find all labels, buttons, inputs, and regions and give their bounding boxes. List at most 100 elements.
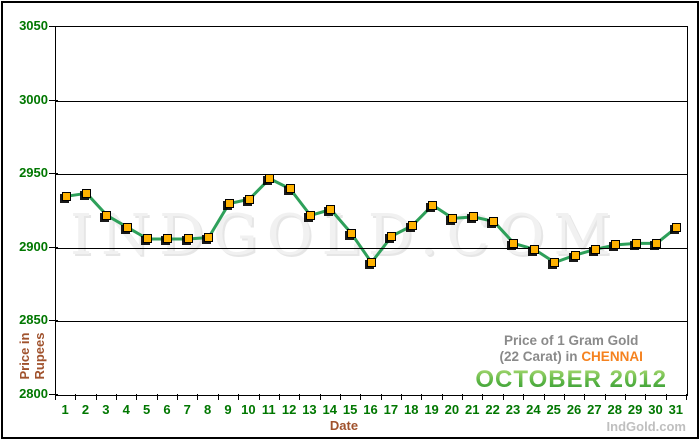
x-axis-day-label: 2	[81, 402, 90, 417]
data-point-marker	[347, 229, 356, 238]
data-point-marker	[204, 233, 213, 242]
y-axis-tick	[49, 173, 58, 174]
x-axis-day-label: 19	[424, 402, 439, 417]
x-axis-day-label: 6	[163, 402, 171, 417]
x-axis-day-label: 11	[261, 402, 276, 417]
x-axis-day-label: 12	[281, 402, 297, 417]
annotation-title-line: Price of 1 Gram Gold	[504, 333, 639, 348]
x-axis-day-label: 26	[566, 402, 582, 417]
x-axis-day-label: 23	[505, 402, 521, 417]
x-axis-day-label: 27	[587, 402, 602, 417]
x-axis-day-label: 18	[403, 402, 419, 417]
annotation-carat-line: (22 Carat) in CHENNAI	[475, 349, 667, 365]
x-axis-day-label: 21	[465, 402, 480, 417]
data-point-marker	[571, 251, 580, 260]
x-axis-tick	[259, 394, 260, 400]
x-axis-tick	[55, 394, 56, 400]
data-point-marker	[509, 239, 518, 248]
x-axis-day-label: 13	[302, 402, 317, 417]
data-point-marker	[306, 211, 315, 220]
data-point-marker	[469, 212, 478, 221]
x-axis-day-label: 9	[224, 402, 232, 417]
price-line	[65, 177, 678, 264]
x-axis-day-label: 10	[241, 402, 256, 417]
y-axis-tick-label: 2800	[19, 386, 48, 401]
x-axis-day-label: 28	[607, 402, 622, 417]
data-point-marker	[225, 199, 234, 208]
x-axis-tick	[503, 394, 504, 400]
x-axis-tick	[421, 394, 422, 400]
x-axis-day-label: 17	[383, 402, 399, 417]
data-point-marker	[286, 184, 295, 193]
x-axis-tick	[360, 394, 361, 400]
y-axis-tick-label: 3000	[19, 92, 48, 107]
data-point-marker	[428, 201, 437, 210]
x-axis-tick	[279, 394, 280, 400]
month-year-label: OCTOBER 2012	[475, 366, 667, 393]
grid-line	[56, 321, 687, 322]
x-axis-tick	[340, 394, 341, 400]
x-axis-tick	[584, 394, 585, 400]
x-axis-tick	[75, 394, 76, 400]
x-axis-tick	[442, 394, 443, 400]
data-point-marker	[102, 211, 111, 220]
y-axis-tick-label: 2850	[19, 312, 48, 327]
data-point-marker	[184, 234, 193, 243]
x-axis-tick	[666, 394, 667, 400]
grid-line	[56, 248, 687, 249]
x-axis-tick	[401, 394, 402, 400]
x-axis-tick	[381, 394, 382, 400]
x-axis-tick	[116, 394, 117, 400]
data-point-marker	[387, 232, 396, 241]
x-axis-day-label: 1	[61, 402, 69, 417]
city-name: CHENNAI	[581, 349, 643, 364]
x-axis-tick	[320, 394, 321, 400]
x-axis-tick	[238, 394, 239, 400]
x-axis-day-label: 24	[526, 402, 541, 417]
x-axis-day-label: 5	[142, 402, 151, 417]
x-axis-day-label: 15	[342, 402, 358, 417]
brand-label: IndGold.com	[606, 419, 686, 434]
x-axis-tick	[462, 394, 463, 400]
data-point-marker	[591, 245, 600, 254]
x-axis-day-label: 29	[627, 402, 643, 417]
data-point-marker	[265, 174, 274, 183]
data-point-marker	[632, 239, 641, 248]
x-axis-day-label: 20	[444, 402, 460, 417]
y-axis-tick-label: 3050	[19, 18, 48, 33]
x-axis-day-label: 7	[183, 402, 191, 417]
data-point-marker	[143, 234, 152, 243]
x-axis-tick	[564, 394, 565, 400]
x-axis-day-label: 16	[363, 402, 378, 417]
data-point-marker	[550, 258, 559, 267]
watermark-text: INDGOLD.COM	[70, 203, 620, 268]
y-axis-tick-label: 2950	[19, 165, 48, 180]
annotation-block: Price of 1 Gram Gold (22 Carat) in CHENN…	[475, 333, 667, 394]
x-axis-day-label: 8	[204, 402, 212, 417]
x-axis-day-label: 25	[546, 402, 561, 417]
x-axis-tick	[625, 394, 626, 400]
grid-line	[56, 101, 687, 102]
x-axis-title: Date	[329, 418, 359, 433]
x-axis-day-label: 4	[122, 402, 130, 417]
data-point-marker	[489, 217, 498, 226]
y-axis-title: Price in Rupees	[17, 326, 47, 386]
y-axis-tick	[49, 394, 58, 395]
x-axis-day-label: 30	[648, 402, 663, 417]
carat-text: (22 Carat) in	[499, 349, 582, 364]
data-point-marker	[123, 223, 132, 232]
y-axis-tick	[49, 320, 58, 321]
y-axis-tick	[49, 100, 58, 101]
x-axis-day-label: 31	[668, 402, 684, 417]
x-axis-tick	[605, 394, 606, 400]
x-axis-tick	[157, 394, 158, 400]
x-axis-day-label: 22	[485, 402, 500, 417]
x-axis-tick	[177, 394, 178, 400]
data-point-marker	[408, 221, 417, 230]
x-axis-tick	[686, 394, 687, 400]
x-axis-tick	[299, 394, 300, 400]
x-axis-day-label: 3	[102, 402, 110, 417]
y-axis-tick-label: 2900	[19, 239, 48, 254]
y-axis-title-line-2: Rupees	[32, 332, 47, 380]
